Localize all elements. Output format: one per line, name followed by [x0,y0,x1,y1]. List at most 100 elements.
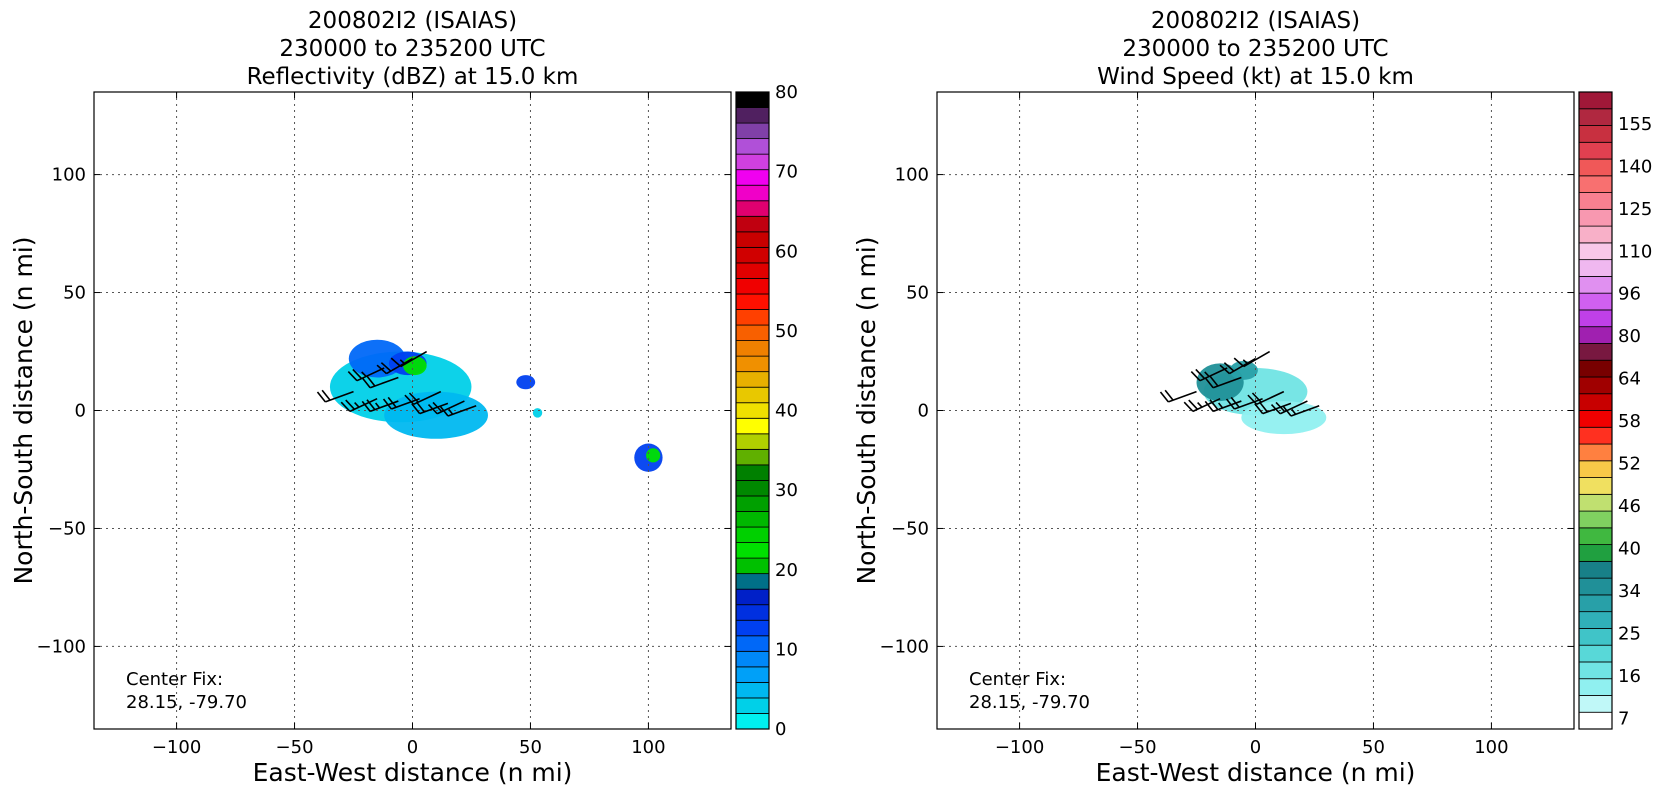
panel-2-colorbar-bin-9 [1578,560,1613,579]
panel-2-barb-2 [1204,375,1242,389]
panel-2-barb-1 [1190,367,1228,382]
panel-1-colorbar-bin-8 [735,588,770,606]
panel-2-colorbar-bin-3 [1578,661,1613,680]
panel-1-colorbar-frame [735,91,770,730]
panel-1-colorbar-bin-38 [735,122,770,140]
panel-1-ylabel: North-South distance (n mi) [9,236,38,584]
panel-2-colorbar-frame [1578,91,1613,730]
panel-1-colorbar-bin-39 [735,107,770,124]
panel-1-colorbar-bin-22 [735,371,770,388]
panel-1-colorbar-bin-28 [735,278,770,295]
panel-1-colorbar-bin-27 [735,293,770,310]
panel-1-barb-6-half [374,402,381,409]
panel-2-barb-2-flag-0 [1204,377,1214,389]
panel-1-colorbar-bin-12 [735,526,770,543]
panel-1-barb-9 [411,401,449,415]
panel-2-colorbar-label-7: 58 [1618,411,1641,432]
panel-2-colorbar-bin-21 [1578,359,1613,378]
panel-1-barb-4 [390,350,428,368]
panel-2-center-fix-2: 28.15, -79.70 [969,692,1090,713]
panel-2-barb-7 [1225,396,1263,410]
panel-1-colorbar-bin-24 [735,340,770,357]
panel-1-barb-2-flag-1 [366,375,376,387]
panel-2-colorbar-label-4: 40 [1618,539,1641,560]
panel-2-colorbar: 7 16 25 34 40 46 52 58 64 80 96 110 125 140 155 [1578,91,1652,730]
panel-2: −100 −50 0 50 100 −100 −50 0 50 100 East-West dist… [852,8,1652,787]
panel-1-colorbar-bin-16 [735,464,770,481]
panel-1-colorbar-bin-14 [735,495,770,512]
panel-2-colorbar-bin-7 [1578,594,1613,613]
panel-2-barb-4 [1233,350,1271,368]
panel-2-barb-10 [1270,400,1308,415]
panel-2-barb-8 [1247,390,1285,406]
panel-1-title-line-2: 230000 to 235200 UTC [279,36,545,62]
panel-1-center-fix-1: Center Fix: [126,669,223,690]
panel-2-colorbar-bin-33 [1578,158,1613,177]
panel-1-colorbar-bin-17 [735,448,770,466]
panel-2-colorbar-bin-31 [1578,192,1613,210]
panel-1-colorbar-label-8: 80 [775,82,798,103]
panel-1-barb-9-flag-1 [415,401,426,413]
panel-1-colorbar-bin-18 [735,433,770,450]
panel-1-wind-barbs [316,350,477,417]
panel-1-colorbar-bin-7 [735,604,770,621]
panel-2-title-line-2: 230000 to 235200 UTC [1122,36,1388,62]
panel-1-colorbar-bin-33 [735,200,770,217]
panel-1-colorbar-bin-1 [735,697,770,714]
panel-1-barb-10-flag-1 [432,401,443,413]
panel-2-colorbar-bin-20 [1578,376,1613,395]
panel-1-colorbar-bin-20 [735,402,770,419]
panel-2-xtick-label-1: −50 [1119,737,1157,758]
panel-1-echo-6 [532,408,543,418]
panel-1-colorbar-bin-13 [735,511,770,528]
panel-1-barb-1 [347,367,385,382]
panel-1-colorbar-bin-29 [735,262,770,279]
panel-1-xtick-label-3: 50 [519,737,542,758]
panel-2-colorbar-bin-27 [1578,259,1613,277]
panel-1-colorbar-label-7: 70 [775,162,798,183]
panel-1-colorbar-bin-30 [735,246,770,264]
panel-2-echo-3 [1229,360,1258,380]
panel-2-barb-0-flag-1 [1164,389,1174,401]
panel-1-barb-5 [340,397,378,413]
panel-1-colorbar-label-5: 50 [775,321,798,342]
panel-2-ylabel: North-South distance (n mi) [852,236,881,584]
panel-2-colorbar-label-12: 125 [1618,199,1652,220]
panel-2-barb-6-flag-1 [1209,399,1219,411]
panel-2-colorbar-bin-28 [1578,242,1613,261]
panel-2-barb-6 [1204,399,1242,413]
panel-2-colorbar-label-6: 52 [1618,454,1641,475]
panel-2-echo-1 [1241,401,1327,435]
panel-1-colorbar-bin-35 [735,169,770,186]
panel-2-colorbar-label-11: 110 [1618,241,1652,262]
panel-2-colorbar-bin-22 [1578,343,1613,361]
panel-2-barb-9-flag-0 [1254,403,1264,415]
panel-2-barb-5 [1183,397,1221,413]
panel-1-barb-4-half [399,359,406,365]
panel-2-colorbar-bin-5 [1578,628,1613,646]
panel-2-barb-10-flag-0 [1270,404,1281,415]
panel-2-colorbar-label-2: 25 [1618,623,1641,644]
panel-1-barb-1-half [361,371,367,378]
panel-1-barb-0-flag-1 [321,389,331,401]
panel-1-colorbar-bin-31 [735,231,770,248]
panel-1-barb-8 [404,390,442,406]
panel-2-barb-0-flag-0 [1159,391,1169,403]
panel-1-ytick-label-2: 0 [75,401,86,422]
panel-1-barb-11 [439,405,477,417]
panel-2-colorbar-bin-19 [1578,393,1613,411]
panel-2-barb-11-half [1291,408,1297,415]
panel-2-colorbar-bin-23 [1578,326,1613,344]
panel-2-colorbar-bin-16 [1578,443,1613,462]
panel-2-barb-9 [1254,401,1292,415]
panel-2-colorbar-bin-18 [1578,410,1613,428]
panel-2-colorbar-bin-14 [1578,477,1613,495]
panel-2-colorbar-label-13: 140 [1618,156,1652,177]
panel-2-barb-9-flag-1 [1258,401,1269,413]
panel-1-colorbar-bin-23 [735,355,770,373]
panel-2-xlabel: East-West distance (n mi) [1096,758,1416,787]
panel-1-barb-7-flag-1 [387,396,397,408]
panel-2-ytick-label-1: −50 [891,518,929,539]
